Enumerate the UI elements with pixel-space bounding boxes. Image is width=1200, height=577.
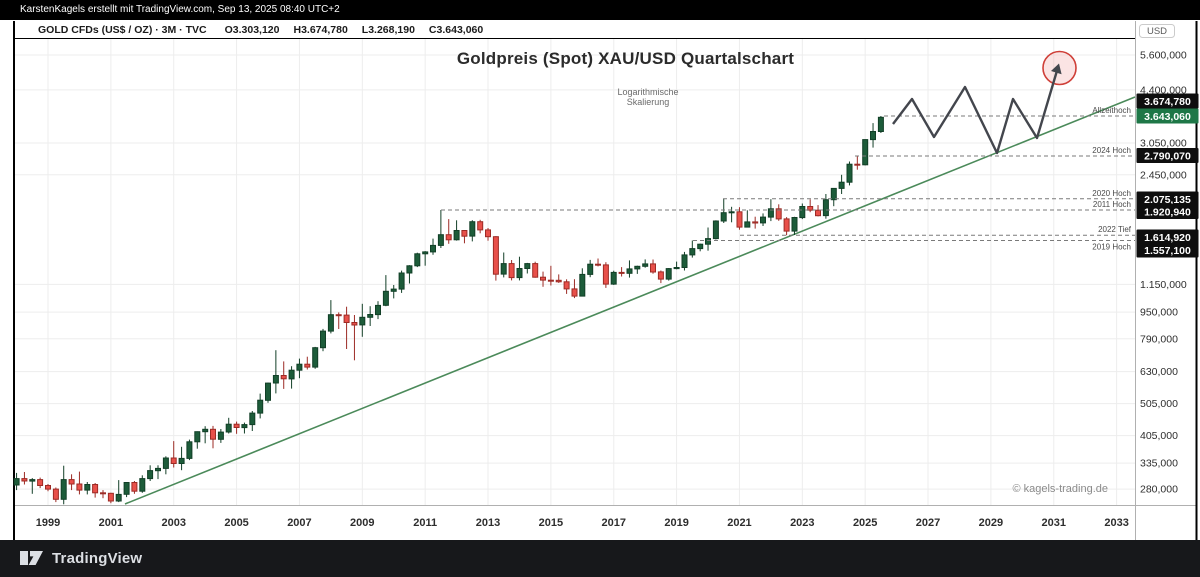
price-tick-label: 5.600,000 — [1140, 50, 1187, 62]
year-tick-label: 2029 — [979, 517, 1003, 529]
price-badge — [1136, 148, 1199, 163]
year-tick-label: 2031 — [1042, 517, 1066, 529]
level-label: Allzeithoch — [1092, 106, 1131, 115]
price-badge-label: 1.557,100 — [1144, 245, 1191, 257]
price-tick-label: 335,000 — [1140, 458, 1178, 470]
price-tick-label: 950,000 — [1140, 307, 1178, 319]
watermark: © kagels-trading.de — [1012, 483, 1108, 495]
price-badge — [1136, 191, 1199, 207]
currency-selector — [1139, 24, 1175, 38]
year-tick-label: 2021 — [727, 517, 751, 529]
price-badge-label: 2.075,135 — [1144, 194, 1191, 206]
price-tick-label: 405,000 — [1140, 430, 1178, 442]
chart-subtitle: Logarithmische Skalierung — [617, 87, 679, 107]
arrow-head-icon — [1051, 63, 1062, 75]
symbol-legend[interactable]: GOLD CFDs (US$ / OZ) · 3M · TVC O3.303,1… — [14, 21, 1135, 38]
price-tick-label: 630,000 — [1140, 366, 1178, 378]
price-badge-label: 1.614,920 — [1144, 232, 1191, 244]
year-tick-label: 2015 — [539, 517, 563, 529]
price-tick-label: 505,000 — [1140, 398, 1178, 410]
price-tick-label: 280,000 — [1140, 484, 1178, 496]
year-tick-label: 1999 — [36, 517, 60, 529]
price-levels: Allzeithoch 2024 Hoch 2020 Hoch 2011 Hoch 20… — [441, 106, 1135, 252]
price-tick-label: 2.450,000 — [1140, 169, 1187, 181]
price-badge — [1136, 204, 1199, 219]
ohlc-high: H3.674,780 — [293, 23, 348, 36]
price-tick-label: 1.150,000 — [1140, 279, 1187, 291]
symbol-title[interactable]: GOLD CFDs (US$ / OZ) · 3M · TVC — [38, 23, 207, 36]
price-tick-label: 3.050,000 — [1140, 138, 1187, 150]
year-tick-label: 2011 — [413, 517, 437, 529]
year-tick-label: 2017 — [601, 517, 625, 529]
level-label: 2011 Hoch — [1093, 200, 1131, 209]
attribution-text: KarstenKagels erstellt mit TradingView.c… — [20, 4, 340, 15]
tradingview-logo-icon[interactable] — [20, 551, 43, 566]
currency-label: USD — [1147, 26, 1167, 37]
price-badge-label: 1.920,940 — [1144, 207, 1191, 219]
year-tick-label: 2025 — [853, 517, 877, 529]
year-tick-label: 2007 — [287, 517, 311, 529]
price-badge-label: 3.674,780 — [1144, 96, 1191, 108]
year-tick-label: 2019 — [664, 517, 688, 529]
ohlc-close: C3.643,060 — [428, 23, 484, 36]
price-tick-label: 790,000 — [1140, 333, 1178, 345]
attribution-bar: KarstenKagels erstellt mit TradingView.c… — [0, 0, 1200, 20]
year-tick-label: 2033 — [1104, 517, 1128, 529]
year-tick-label: 2005 — [224, 517, 248, 529]
chart-title: Goldpreis (Spot) XAU/USD Quartalschart — [456, 49, 795, 68]
ohlc-open: O3.303,120 — [224, 23, 280, 36]
level-label: 2019 Hoch — [1092, 243, 1131, 252]
candlestick-series[interactable] — [13, 116, 884, 505]
price-badge — [1136, 242, 1199, 258]
gridlines — [14, 38, 1135, 505]
level-label: 2024 Hoch — [1092, 146, 1131, 155]
year-tick-label: 2003 — [161, 517, 185, 529]
price-badge — [1136, 93, 1199, 109]
year-tick-label: 2027 — [916, 517, 940, 529]
price-badge — [1136, 108, 1199, 124]
price-badge — [1136, 229, 1199, 245]
level-label: 2020 Hoch — [1092, 189, 1131, 198]
price-axis[interactable]: USD 5.600,000 4.400,000 3.050,000 2.450,000 1… — [1136, 24, 1199, 496]
tradingview-wordmark[interactable]: TradingView — [52, 550, 143, 567]
time-axis[interactable]: 1999 2001 2003 2005 2007 2009 2011 2013 2015 2017… — [36, 517, 1129, 529]
year-tick-label: 2023 — [790, 517, 814, 529]
chart-plot[interactable]: Allzeithoch 2024 Hoch 2020 Hoch 2011 Hoch 20… — [0, 20, 1200, 540]
forecast-projection[interactable] — [892, 50, 1077, 155]
trend-line[interactable] — [124, 96, 1136, 505]
year-tick-label: 2013 — [476, 517, 500, 529]
projection-zigzag — [892, 68, 1059, 155]
tradingview-footer: TradingView — [0, 540, 1200, 577]
year-tick-label: 2001 — [99, 517, 123, 529]
year-tick-label: 2009 — [350, 517, 374, 529]
ohlc-low: L3.268,190 — [361, 23, 415, 36]
price-badge-label: 2.790,070 — [1144, 151, 1191, 163]
price-tick-label: 4.400,000 — [1140, 84, 1187, 96]
level-label: 2022 Tief — [1098, 225, 1132, 234]
price-badge-label: 3.643,060 — [1144, 111, 1191, 123]
